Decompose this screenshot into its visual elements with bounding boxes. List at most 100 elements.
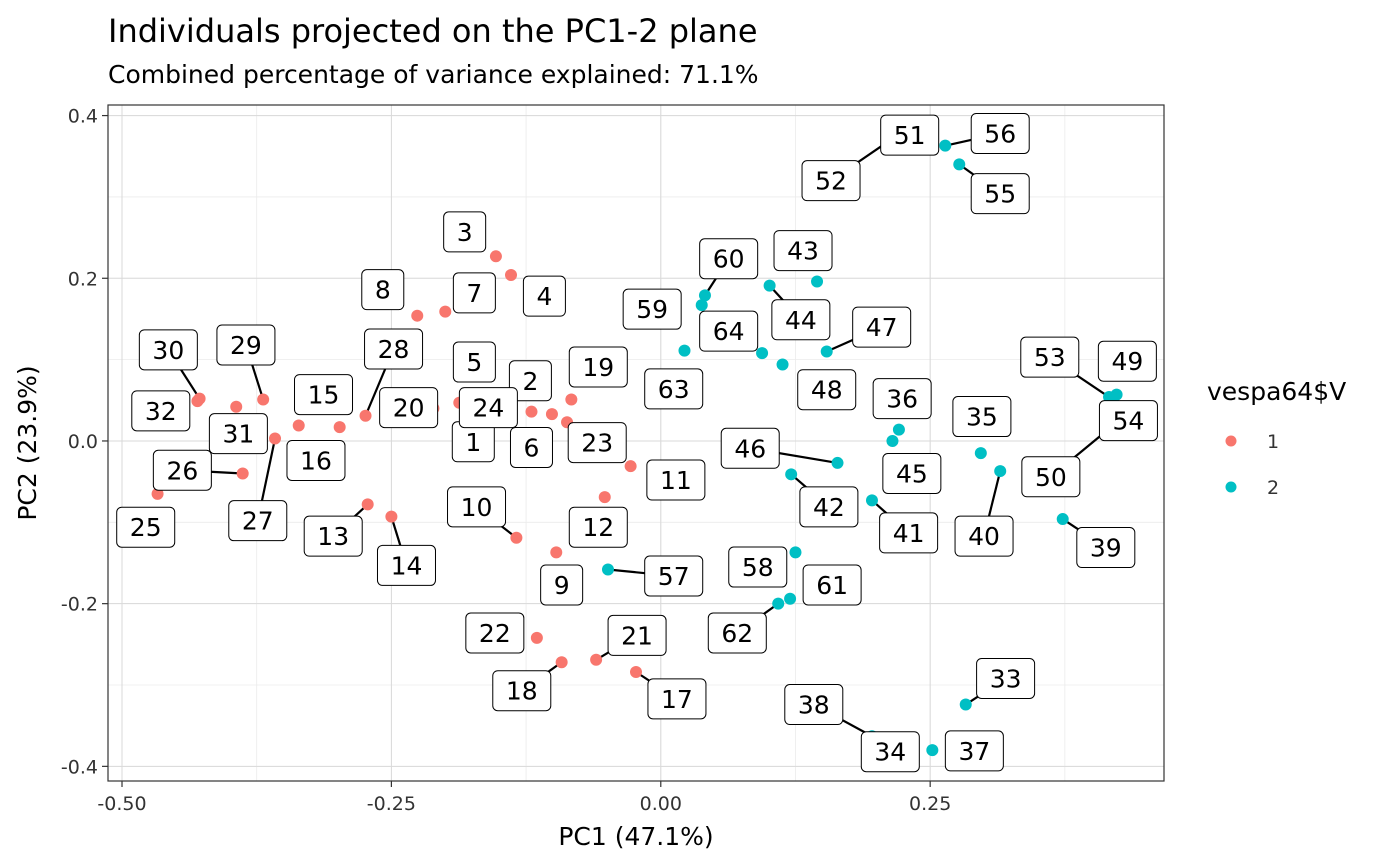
point-label: 9 xyxy=(540,564,584,606)
point-label-text: 5 xyxy=(466,348,482,377)
data-point xyxy=(926,744,939,757)
data-point xyxy=(789,546,802,559)
data-point xyxy=(598,491,611,504)
point-label: 6 xyxy=(509,426,553,468)
point-label: 21 xyxy=(607,614,667,656)
point-label-text: 2 xyxy=(522,367,538,396)
point-label-text: 27 xyxy=(242,507,274,536)
point-labels: 1234567891011121314151617181920212223242… xyxy=(116,112,1158,773)
point-label-text: 16 xyxy=(300,446,332,475)
data-point xyxy=(439,305,452,318)
point-label-box xyxy=(784,684,844,726)
point-label-text: 33 xyxy=(990,665,1022,694)
point-label-box xyxy=(1021,456,1081,498)
data-point xyxy=(994,465,1007,478)
data-point xyxy=(939,139,952,152)
point-label-box xyxy=(622,288,682,330)
point-label: 24 xyxy=(458,387,518,429)
point-label: 49 xyxy=(1097,340,1157,382)
point-label-text: 21 xyxy=(621,621,653,650)
data-point xyxy=(525,405,538,418)
point-label-box xyxy=(568,506,628,548)
point-label: 42 xyxy=(799,486,859,528)
point-label: 57 xyxy=(644,555,704,597)
point-label: 37 xyxy=(944,730,1004,772)
point-label-text: 34 xyxy=(874,738,906,767)
point-label: 8 xyxy=(361,269,405,311)
data-point xyxy=(530,631,543,644)
x-tick-label: -0.50 xyxy=(97,793,146,815)
point-label-text: 42 xyxy=(813,493,845,522)
data-point xyxy=(230,400,243,413)
point-label-box xyxy=(208,413,268,455)
point-label-text: 35 xyxy=(966,403,998,432)
point-label-box xyxy=(361,269,405,311)
point-label-text: 19 xyxy=(582,353,614,382)
point-label-text: 14 xyxy=(391,551,423,580)
point-label-box xyxy=(773,230,833,272)
point-label-text: 25 xyxy=(130,513,162,542)
point-label: 7 xyxy=(452,272,496,314)
point-label-box xyxy=(452,272,496,314)
point-label: 34 xyxy=(860,731,920,773)
point-label-box xyxy=(152,449,212,491)
point-label-text: 58 xyxy=(742,553,774,582)
x-tick-label: -0.25 xyxy=(367,793,416,815)
data-point xyxy=(624,460,637,473)
point-label-text: 4 xyxy=(536,282,552,311)
point-label-box xyxy=(465,612,525,654)
point-label-box xyxy=(376,544,436,586)
point-label: 54 xyxy=(1098,400,1158,442)
point-label-box xyxy=(443,211,487,253)
data-point xyxy=(257,393,270,406)
point-label-text: 29 xyxy=(230,331,262,360)
data-point xyxy=(959,698,972,711)
data-point xyxy=(565,393,578,406)
data-point xyxy=(678,344,691,357)
point-label-box xyxy=(720,427,780,469)
point-label: 38 xyxy=(784,684,844,726)
point-label-text: 62 xyxy=(721,619,753,648)
point-label-box xyxy=(872,378,932,420)
point-label-box xyxy=(802,564,862,606)
point-label-text: 3 xyxy=(457,218,473,247)
point-label-box xyxy=(522,275,566,317)
point-label: 63 xyxy=(644,368,704,410)
point-label: 47 xyxy=(852,306,912,348)
point-label-text: 30 xyxy=(152,336,184,365)
point-label-text: 18 xyxy=(506,677,538,706)
x-axis-ticks: -0.50 -0.25 0.00 0.25 xyxy=(97,781,951,815)
point-label-text: 38 xyxy=(798,691,830,720)
point-label-text: 11 xyxy=(660,466,692,495)
data-point xyxy=(269,432,282,445)
point-label-text: 39 xyxy=(1090,534,1122,563)
point-label: 56 xyxy=(970,112,1030,154)
point-label-box xyxy=(699,238,759,280)
point-label-text: 8 xyxy=(375,276,391,305)
point-label-box xyxy=(954,515,1014,557)
point-label-text: 20 xyxy=(393,394,425,423)
data-point xyxy=(974,447,987,460)
point-label-text: 44 xyxy=(785,306,817,335)
legend-key-group-2 xyxy=(1225,481,1237,493)
point-label-text: 31 xyxy=(222,420,254,449)
point-label-text: 63 xyxy=(658,375,690,404)
point-label: 64 xyxy=(699,310,759,352)
point-label-box xyxy=(131,390,191,432)
point-label-box xyxy=(228,500,288,542)
point-label-box xyxy=(944,730,1004,772)
point-label: 48 xyxy=(797,369,857,411)
point-label-text: 47 xyxy=(866,313,898,342)
point-label-box xyxy=(286,439,346,481)
point-label-text: 6 xyxy=(524,433,540,462)
point-label-text: 64 xyxy=(713,317,745,346)
point-label: 53 xyxy=(1020,336,1080,378)
point-label: 60 xyxy=(699,238,759,280)
point-label-box xyxy=(970,173,1030,215)
data-point xyxy=(151,487,164,500)
point-label-text: 26 xyxy=(166,456,198,485)
point-label-box xyxy=(699,310,759,352)
chart-title: Individuals projected on the PC1-2 plane xyxy=(108,12,758,50)
point-label: 25 xyxy=(116,506,176,548)
